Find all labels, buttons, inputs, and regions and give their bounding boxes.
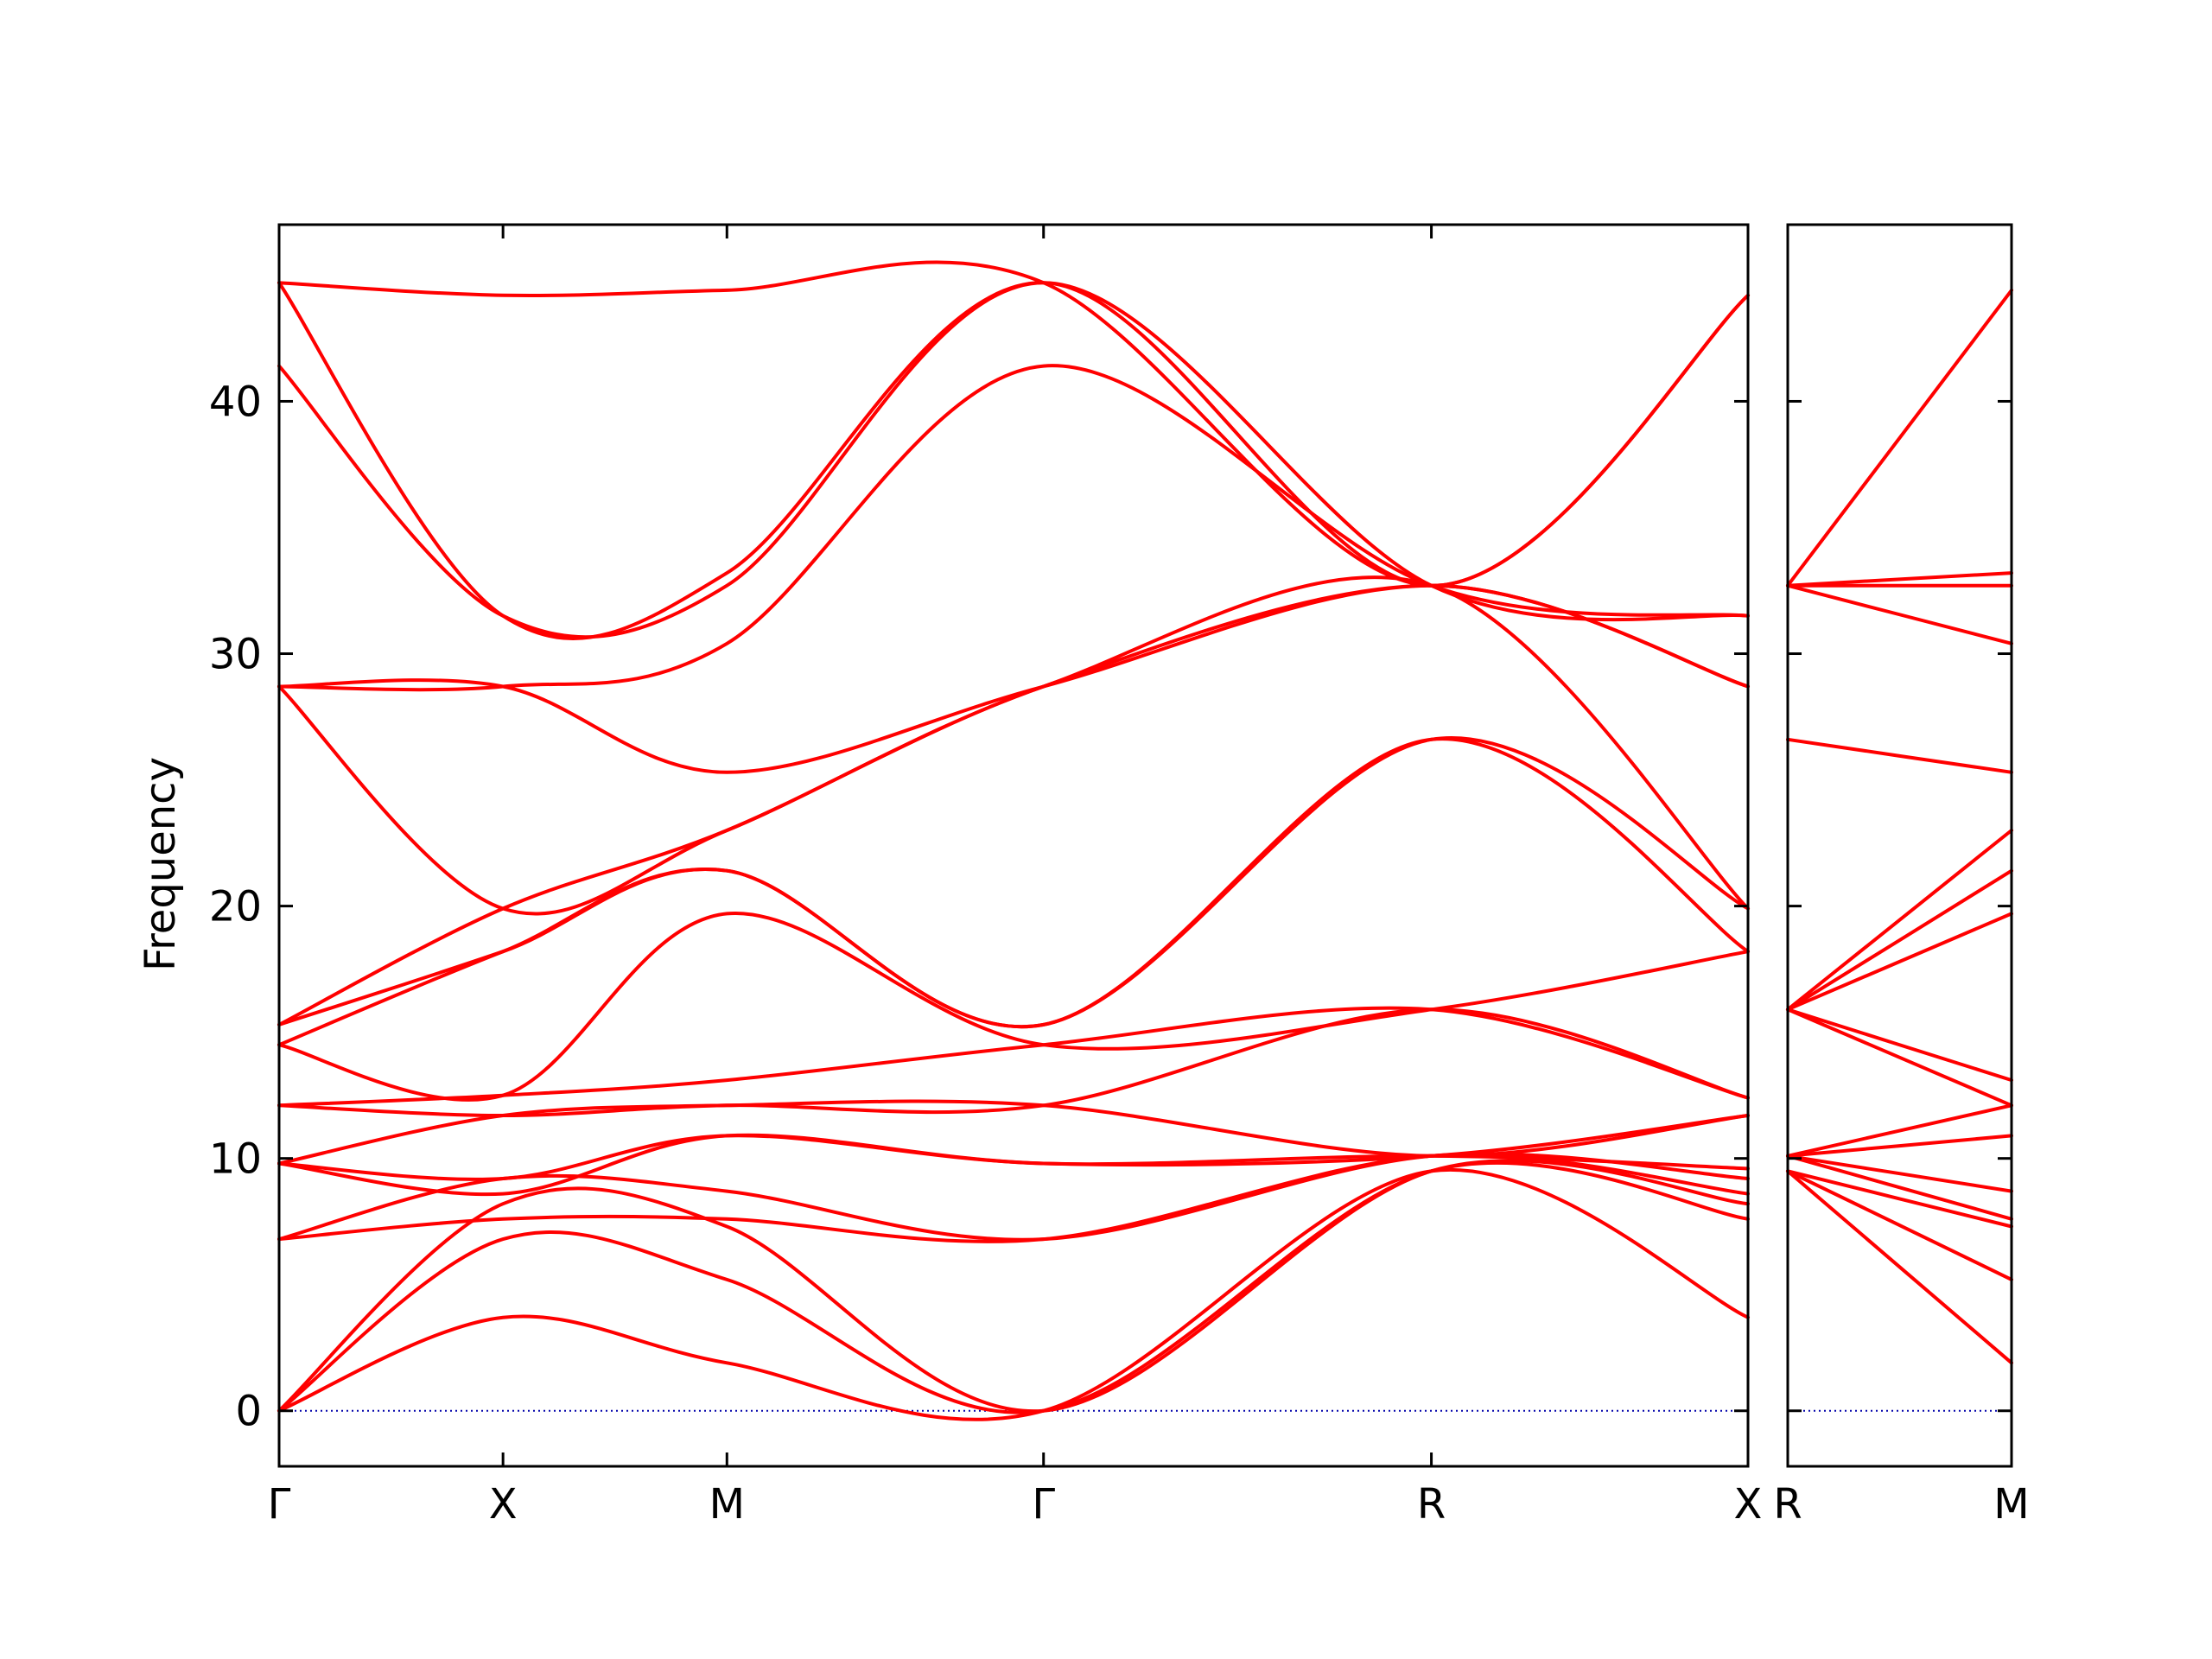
band-side-1 [1786,1169,2013,1365]
band-side-6 [1786,1134,2013,1158]
x-tick-label: R [1773,1480,1802,1529]
band-side-7 [1786,1103,2013,1158]
band-main-2 [277,1160,1750,1414]
y-tick-label: 0 [235,1388,262,1436]
band-side-4 [1786,1154,2013,1221]
band-main-11 [277,912,1750,1102]
x-tick-label: X [1734,1480,1763,1529]
y-tick-label: 10 [209,1135,262,1184]
band-main-17 [277,364,1750,692]
band-side-14 [1786,583,2013,645]
band-main-5 [277,1152,1750,1242]
band-main-1 [277,1167,1750,1421]
x-tick-label: R [1417,1480,1446,1529]
band-side-8 [1786,1007,2013,1108]
x-tick-label: X [489,1480,518,1529]
band-side-2 [1786,1169,2013,1281]
x-tick-label: M [1993,1480,2029,1529]
band-main-9 [277,1007,1750,1117]
x-tick-label: M [709,1480,745,1529]
band-main-15 [277,583,1750,916]
band-main-20 [277,260,1750,588]
band-side-3 [1786,1169,2013,1229]
band-main-7 [277,1114,1750,1197]
band-main-12 [277,737,1750,1047]
x-tick-label: Γ [268,1480,291,1529]
band-main-6 [277,1134,1750,1181]
band-side-9 [1786,1007,2013,1083]
band-side-13 [1786,737,2013,774]
plot-frames [277,223,2013,1468]
plot-frame-main [277,223,1750,1468]
x-tick-label: Γ [1032,1480,1055,1529]
y-tick-label: 20 [209,883,262,931]
band-main-13 [277,736,1750,1029]
band-main-18 [277,281,1750,639]
y-tick-label: 40 [209,378,262,426]
band-main-4 [277,1153,1750,1243]
band-side-12 [1786,829,2013,1012]
band-lines [277,260,2013,1421]
band-side-5 [1786,1154,2013,1193]
y-axis-label: Frequency [137,757,185,971]
y-tick-label: 30 [209,631,262,679]
band-main-14 [277,575,1750,1027]
plot-frame-side [1786,223,2013,1468]
band-side-16 [1786,571,2013,588]
band-side-17 [1786,288,2013,588]
band-main-19 [277,281,1750,640]
band-main-3 [277,1159,1750,1413]
band-side-11 [1786,868,2013,1012]
band-side-10 [1786,912,2013,1012]
